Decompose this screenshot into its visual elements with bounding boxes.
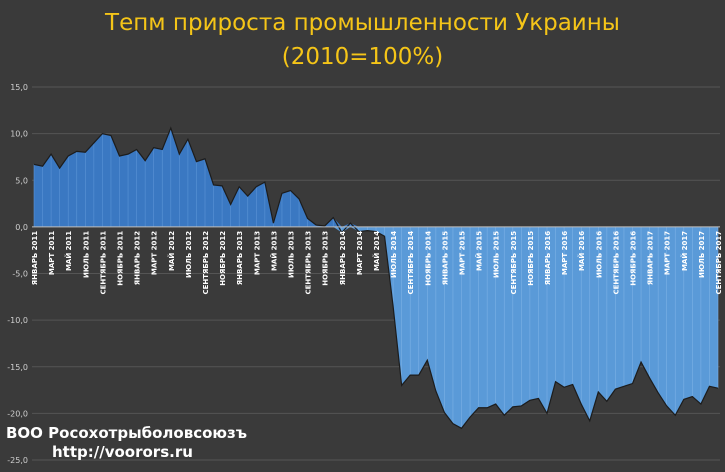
x-tick-label: ИЮЛЬ 2016: [595, 231, 603, 278]
x-tick-label: МАРТ 2016: [561, 231, 569, 275]
y-tick-label: -25,0: [7, 456, 28, 465]
x-tick-label: ЯНВАРЬ 2011: [31, 231, 39, 286]
series-line: [33, 126, 719, 430]
x-tick-label: ИЮЛЬ 2017: [698, 231, 706, 278]
x-tick-label: СЕНТЯБРЬ 2013: [305, 231, 313, 295]
x-tick-label: ЯНВАРЬ 2013: [236, 231, 244, 286]
y-tick-label: -5,0: [12, 270, 28, 279]
x-tick-label: МАЙ 2017: [680, 231, 689, 271]
x-tick-label: НОЯБРЬ 2013: [322, 231, 330, 286]
x-tick-label: ЯНВАРЬ 2015: [441, 231, 449, 286]
y-tick-label: -10,0: [7, 316, 28, 325]
watermark-url: http://voorors.ru: [52, 443, 193, 461]
x-tick-label: СЕНТЯБРЬ 2017: [715, 231, 723, 295]
area-series: [33, 126, 719, 430]
x-tick-label: МАЙ 2016: [577, 231, 586, 271]
watermark-org: ВОО Росохотрыболовсоюзъ: [6, 424, 247, 442]
x-tick-label: ЯНВАРЬ 2016: [544, 231, 552, 286]
x-tick-label: МАРТ 2015: [459, 231, 467, 275]
chart-subtitle: (2010=100%): [281, 44, 444, 70]
x-tick-label: СЕНТЯБРЬ 2014: [407, 231, 415, 295]
x-tick-label: СЕНТЯБРЬ 2012: [202, 231, 210, 295]
chart-title: Тепм прироста промышленности Украины: [105, 10, 620, 36]
x-tick-label: СЕНТЯБРЬ 2011: [99, 231, 107, 295]
x-tick-label: ИЮЛЬ 2013: [288, 231, 296, 278]
x-tick-label: НОЯБРЬ 2015: [527, 231, 535, 286]
x-tick-label: НОЯБРЬ 2014: [424, 231, 432, 286]
x-tick-label: ИЮЛЬ 2011: [82, 231, 90, 278]
x-tick-label: ИЮЛЬ 2014: [390, 231, 398, 278]
x-tick-label: МАЙ 2012: [167, 231, 176, 271]
y-tick-label: 10,0: [10, 130, 28, 139]
x-tick-label: МАРТ 2011: [48, 231, 56, 275]
y-axis-ticks: 15,0 10,0 5,0 0,0 -5,0 -10,0 -15,0 -20,0 -25,0: [7, 83, 28, 465]
x-tick-label: МАРТ 2012: [151, 231, 159, 275]
x-tick-label: НОЯБРЬ 2012: [219, 231, 227, 286]
x-tick-label: ИЮЛЬ 2012: [185, 231, 193, 278]
x-tick-label: НОЯБРЬ 2011: [117, 231, 125, 286]
x-tick-label: МАРТ 2014: [356, 231, 364, 275]
x-tick-label: НОЯБРЬ 2016: [630, 231, 638, 286]
x-tick-label: МАЙ 2011: [64, 231, 73, 271]
x-axis-ticks: ЯНВАРЬ 2011 МАРТ 2011 МАЙ 2011 ИЮЛЬ 2011 СЕН…: [31, 231, 723, 295]
x-tick-label: ЯНВАРЬ 2014: [339, 231, 347, 286]
x-tick-label: СЕНТЯБРЬ 2016: [612, 231, 620, 295]
y-tick-label: 0,0: [15, 223, 28, 232]
x-tick-label: МАРТ 2017: [664, 231, 672, 275]
x-tick-label: ЯНВАРЬ 2017: [647, 231, 655, 286]
x-tick-label: ИЮЛЬ 2015: [493, 231, 501, 278]
y-tick-label: 5,0: [15, 176, 28, 185]
y-tick-label: -15,0: [7, 363, 28, 372]
x-tick-label: МАЙ 2015: [475, 231, 484, 271]
x-tick-label: МАЙ 2014: [372, 231, 381, 271]
x-tick-label: ЯНВАРЬ 2012: [134, 231, 142, 286]
y-tick-label: -20,0: [7, 409, 28, 418]
y-tick-label: 15,0: [10, 83, 28, 92]
x-tick-label: СЕНТЯБРЬ 2015: [510, 231, 518, 295]
x-tick-label: МАРТ 2013: [253, 231, 261, 275]
x-tick-label: МАЙ 2013: [269, 231, 278, 271]
